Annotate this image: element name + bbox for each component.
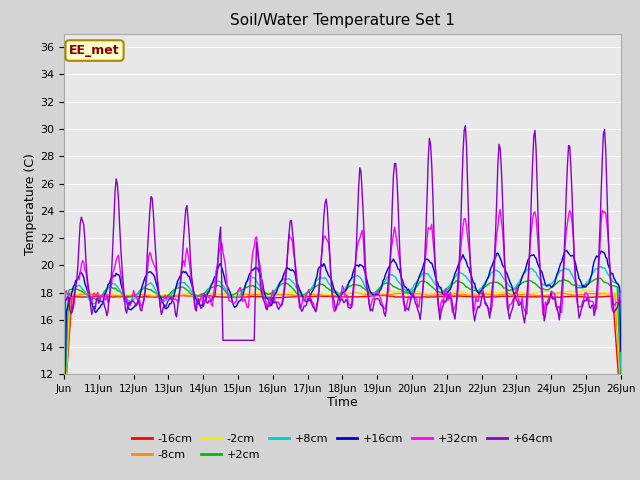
+2cm bbox=[313, 283, 321, 288]
Line: -2cm: -2cm bbox=[64, 290, 621, 416]
Text: EE_met: EE_met bbox=[69, 44, 120, 57]
+2cm bbox=[60, 413, 68, 419]
-16cm bbox=[617, 406, 625, 412]
Line: -8cm: -8cm bbox=[64, 293, 621, 417]
+16cm bbox=[593, 253, 600, 259]
+2cm bbox=[617, 377, 625, 383]
-2cm bbox=[581, 288, 589, 293]
-16cm bbox=[453, 293, 461, 299]
-2cm bbox=[313, 291, 321, 297]
+32cm bbox=[593, 306, 600, 312]
Line: +8cm: +8cm bbox=[64, 266, 621, 420]
+32cm bbox=[313, 301, 321, 307]
-8cm bbox=[472, 292, 479, 298]
+64cm bbox=[465, 225, 473, 230]
+8cm bbox=[60, 417, 68, 422]
-8cm bbox=[617, 392, 625, 398]
-8cm bbox=[349, 290, 356, 296]
-16cm bbox=[313, 293, 321, 299]
-2cm bbox=[342, 290, 349, 296]
-8cm bbox=[593, 291, 600, 297]
Line: +2cm: +2cm bbox=[64, 278, 621, 416]
+8cm bbox=[452, 273, 460, 279]
-8cm bbox=[453, 291, 461, 297]
-2cm bbox=[593, 289, 600, 295]
Legend: -16cm, -8cm, -2cm, +2cm, +8cm, +16cm, +32cm, +64cm: -16cm, -8cm, -2cm, +2cm, +8cm, +16cm, +3… bbox=[127, 430, 557, 464]
+16cm bbox=[563, 248, 570, 253]
+2cm bbox=[452, 278, 460, 284]
X-axis label: Time: Time bbox=[327, 396, 358, 408]
+32cm bbox=[342, 294, 349, 300]
+2cm bbox=[591, 276, 599, 282]
+64cm bbox=[461, 123, 469, 129]
+8cm bbox=[597, 264, 605, 269]
-8cm bbox=[60, 414, 68, 420]
+32cm bbox=[471, 305, 479, 311]
-8cm bbox=[313, 292, 321, 298]
-16cm bbox=[593, 294, 600, 300]
+64cm bbox=[617, 299, 625, 304]
+32cm bbox=[464, 235, 472, 240]
-8cm bbox=[342, 291, 349, 297]
-8cm bbox=[465, 292, 473, 298]
-16cm bbox=[472, 294, 479, 300]
-2cm bbox=[60, 413, 68, 419]
-2cm bbox=[464, 291, 472, 297]
+32cm bbox=[496, 206, 504, 212]
+32cm bbox=[60, 413, 68, 419]
+2cm bbox=[471, 288, 479, 293]
+16cm bbox=[464, 264, 472, 269]
+8cm bbox=[617, 366, 625, 372]
+16cm bbox=[617, 348, 625, 354]
+8cm bbox=[313, 277, 321, 283]
+8cm bbox=[464, 276, 472, 282]
+64cm bbox=[452, 306, 460, 312]
-16cm bbox=[465, 294, 473, 300]
+16cm bbox=[60, 424, 68, 430]
+16cm bbox=[342, 288, 349, 293]
Line: +16cm: +16cm bbox=[64, 251, 621, 427]
+8cm bbox=[342, 285, 349, 290]
Line: +32cm: +32cm bbox=[64, 209, 621, 416]
-2cm bbox=[617, 388, 625, 394]
+32cm bbox=[617, 289, 625, 295]
+64cm bbox=[472, 312, 479, 317]
+8cm bbox=[591, 266, 599, 272]
-2cm bbox=[471, 290, 479, 296]
Title: Soil/Water Temperature Set 1: Soil/Water Temperature Set 1 bbox=[230, 13, 455, 28]
Y-axis label: Temperature (C): Temperature (C) bbox=[24, 153, 37, 255]
-2cm bbox=[452, 289, 460, 295]
+2cm bbox=[464, 284, 472, 290]
+8cm bbox=[471, 285, 479, 291]
-16cm bbox=[60, 406, 68, 412]
+2cm bbox=[342, 287, 349, 292]
+64cm bbox=[60, 372, 68, 377]
+16cm bbox=[452, 268, 460, 274]
+64cm bbox=[313, 305, 321, 311]
+16cm bbox=[471, 281, 479, 287]
+2cm bbox=[596, 275, 604, 281]
+32cm bbox=[452, 301, 460, 307]
+64cm bbox=[342, 297, 349, 302]
-16cm bbox=[342, 294, 349, 300]
+16cm bbox=[313, 274, 321, 280]
Line: +64cm: +64cm bbox=[64, 126, 621, 374]
+64cm bbox=[593, 291, 600, 297]
Line: -16cm: -16cm bbox=[64, 295, 621, 409]
-16cm bbox=[376, 292, 383, 298]
